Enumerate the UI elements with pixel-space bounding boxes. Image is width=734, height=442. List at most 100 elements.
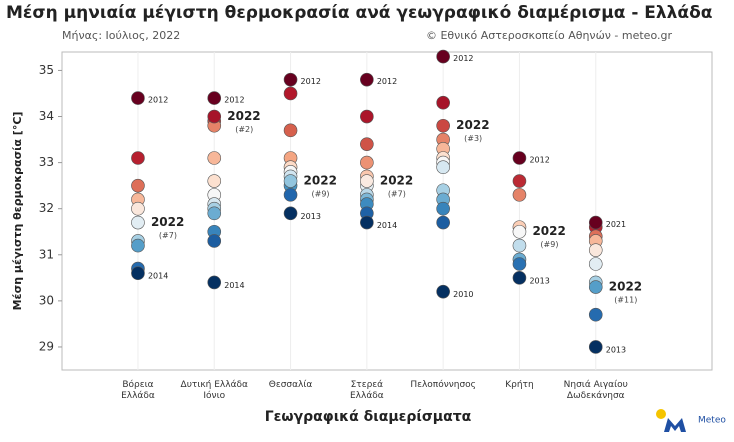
data-point <box>360 215 374 230</box>
data-point <box>588 340 603 354</box>
data-point <box>512 238 527 253</box>
data-point <box>588 280 603 294</box>
data-point <box>436 95 450 110</box>
data-point <box>436 160 450 175</box>
plot-frame <box>61 51 713 371</box>
data-point <box>360 109 374 124</box>
highlight-rank: (#9) <box>540 240 558 249</box>
data-point <box>512 174 527 188</box>
data-point <box>436 284 450 299</box>
highlight-rank: (#11) <box>614 296 637 305</box>
logo-mark <box>664 418 686 432</box>
x-tick-label: Νησιά Αιγαίου Δωδεκάνησα <box>563 380 628 401</box>
data-point <box>131 178 145 193</box>
min-year-label: 2013 <box>301 212 321 221</box>
data-point <box>283 72 298 87</box>
data-point <box>207 234 222 248</box>
max-year-label: 2012 <box>224 96 244 105</box>
chart-title: Μέση μηνιαία μέγιστη θερμοκρασία ανά γεω… <box>6 3 712 23</box>
x-tick-label: Δυτική Ελλάδα Ιόνιο <box>180 380 248 401</box>
source: © Εθνικό Αστεροσκοπείο Αθηνών - meteo.gr <box>426 29 673 42</box>
x-tick-label: Πελοπόννησος <box>410 380 476 390</box>
y-tick-label: 35 <box>39 63 54 77</box>
max-year-label: 2012 <box>529 156 549 165</box>
data-point <box>588 257 603 271</box>
x-tick-label: Βόρεια Ελλάδα <box>121 380 155 401</box>
data-point <box>207 174 222 188</box>
y-tick-label: 33 <box>39 155 54 169</box>
highlight-rank: (#3) <box>464 134 482 143</box>
highlight-label: 2022 <box>304 174 337 188</box>
x-axis-label: Γεωγραφικά διαμερίσματα <box>265 409 472 425</box>
data-point <box>207 109 222 124</box>
data-point <box>283 206 298 221</box>
data-point <box>512 257 527 271</box>
highlight-label: 2022 <box>151 215 184 229</box>
min-year-label: 2010 <box>453 290 473 299</box>
data-point <box>512 188 527 202</box>
max-year-label: 2012 <box>377 77 397 86</box>
highlight-label: 2022 <box>227 109 260 123</box>
data-point <box>512 271 527 285</box>
data-point <box>588 243 603 257</box>
max-year-label: 2012 <box>453 54 473 63</box>
max-year-label: 2012 <box>148 96 168 105</box>
data-point <box>131 266 145 281</box>
subtitle: Μήνας: Ιούλιος, 2022 <box>62 29 180 42</box>
data-point <box>512 151 527 165</box>
y-axis-label: Μέση μέγιστη θερμοκρασία [°C] <box>11 112 24 311</box>
highlight-rank: (#2) <box>235 125 253 134</box>
y-tick-label: 31 <box>39 247 54 261</box>
data-point <box>283 188 298 202</box>
data-point <box>360 155 374 170</box>
logo-dot <box>656 409 666 419</box>
highlight-rank: (#9) <box>312 190 330 199</box>
min-year-label: 2014 <box>377 221 397 230</box>
data-point <box>131 215 145 230</box>
min-year-label: 2014 <box>224 281 244 290</box>
x-tick-label: Θεσσαλία <box>268 380 313 390</box>
data-point <box>436 49 450 64</box>
data-point <box>131 201 145 216</box>
min-year-label: 2013 <box>606 345 626 354</box>
min-year-label: 2014 <box>148 272 168 281</box>
min-year-label: 2013 <box>529 276 549 285</box>
data-point <box>588 215 603 230</box>
highlight-label: 2022 <box>609 280 642 294</box>
y-tick-label: 34 <box>39 109 54 123</box>
data-point <box>283 174 298 188</box>
data-point <box>131 91 145 105</box>
data-point <box>131 151 145 165</box>
data-point <box>360 72 374 87</box>
data-point <box>207 91 222 105</box>
highlight-label: 2022 <box>532 224 565 238</box>
highlight-label: 2022 <box>380 174 413 188</box>
highlight-rank: (#7) <box>388 190 406 199</box>
data-point <box>360 174 374 188</box>
data-point <box>131 238 145 253</box>
y-tick-label: 30 <box>39 293 54 307</box>
highlight-rank: (#7) <box>159 231 177 240</box>
data-point <box>283 123 298 138</box>
logo: Meteo <box>656 409 726 432</box>
data-point <box>436 201 450 216</box>
data-point <box>207 206 222 221</box>
data-point <box>360 137 374 151</box>
data-point <box>436 118 450 133</box>
max-year-label: 2012 <box>301 77 321 86</box>
data-point <box>588 307 603 322</box>
y-tick-label: 29 <box>39 339 54 353</box>
data-point <box>512 224 527 239</box>
data-point <box>207 151 222 165</box>
y-tick-label: 32 <box>39 201 54 215</box>
x-tick-label: Στερεά Ελλάδα <box>349 380 384 401</box>
data-point <box>207 275 222 290</box>
highlight-label: 2022 <box>456 118 489 132</box>
max-year-label: 2021 <box>606 220 626 229</box>
x-tick-label: Κρήτη <box>505 380 534 390</box>
logo-text: Meteo <box>698 416 726 426</box>
data-point <box>436 215 450 230</box>
data-point <box>283 86 298 101</box>
